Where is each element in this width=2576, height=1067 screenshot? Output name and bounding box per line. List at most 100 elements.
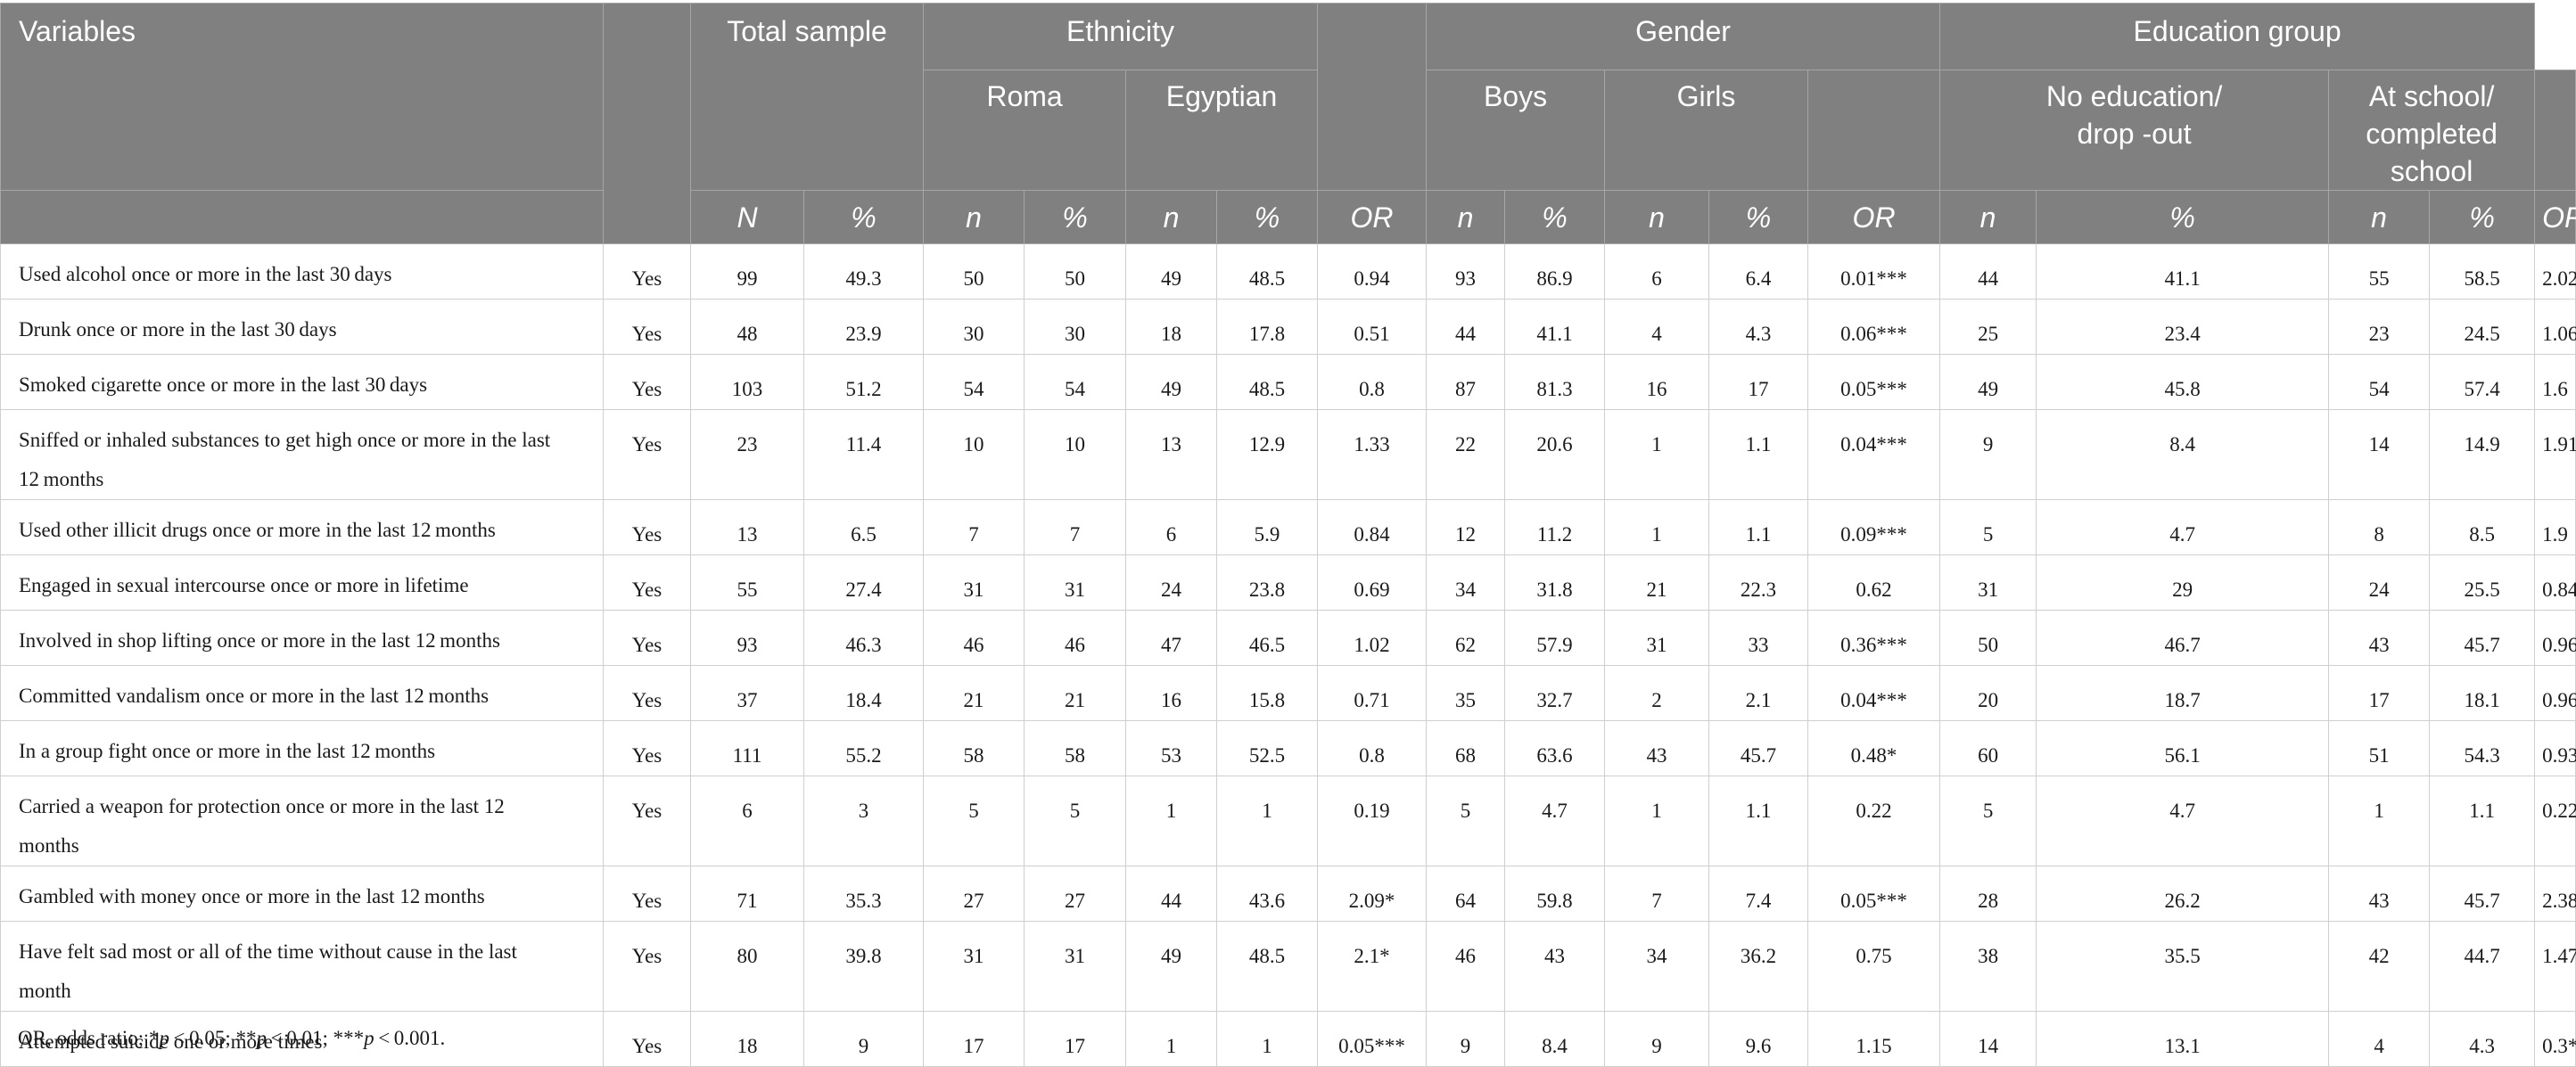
cell-boys-n: 44 <box>1426 299 1506 355</box>
cell-at-school-n: 54 <box>2328 354 2431 410</box>
header-education-or: OR <box>2534 190 2576 244</box>
cell-ethnicity-or: 1.02 <box>1317 610 1428 666</box>
cell-egyptian-pct: 5.9 <box>1216 499 1319 555</box>
cell-gender-or: 0.04*** <box>1807 409 1941 500</box>
cell-total-N: 71 <box>690 866 804 922</box>
cell-response: Yes <box>603 354 691 410</box>
header-no-education-line1: No education/ <box>2045 80 2223 112</box>
cell-at-school-n: 24 <box>2328 554 2431 611</box>
cell-no-education-n: 5 <box>1939 776 2037 866</box>
cell-no-education-pct: 26.2 <box>2036 866 2330 922</box>
cell-boys-pct: 4.7 <box>1504 776 1606 866</box>
cell-roma-n: 31 <box>923 921 1025 1012</box>
cell-no-education-pct: 29 <box>2036 554 2330 611</box>
cell-girls-pct: 36.2 <box>1708 921 1809 1012</box>
cell-gender-or: 0.75 <box>1807 921 1941 1012</box>
cell-ethnicity-or: 0.05*** <box>1317 1011 1428 1067</box>
cell-egyptian-pct: 23.8 <box>1216 554 1319 611</box>
cell-ethnicity-or: 0.8 <box>1317 720 1428 776</box>
table-row: Committed vandalism once or more in the … <box>0 665 2576 721</box>
cell-total-N: 23 <box>690 409 804 500</box>
cell-egyptian-pct: 1 <box>1216 776 1319 866</box>
cell-response: Yes <box>603 866 691 922</box>
cell-egyptian-n: 6 <box>1125 499 1218 555</box>
header-egyptian-n: n <box>1125 190 1218 244</box>
cell-at-school-pct: 44.7 <box>2429 921 2536 1012</box>
cell-boys-n: 9 <box>1426 1011 1506 1067</box>
table-row: Involved in shop lifting once or more in… <box>0 610 2576 666</box>
header-total-N: N <box>690 190 804 244</box>
cell-egyptian-n: 44 <box>1125 866 1218 922</box>
cell-roma-n: 17 <box>923 1011 1025 1067</box>
cell-boys-n: 46 <box>1426 921 1506 1012</box>
table-row: Sniffed or inhaled substances to get hig… <box>0 409 2576 500</box>
cell-at-school-n: 1 <box>2328 776 2431 866</box>
header-roma-pct: % <box>1024 190 1127 244</box>
cell-variable: Gambled with money once or more in the l… <box>0 866 604 922</box>
cell-total-N: 13 <box>690 499 804 555</box>
cell-egyptian-pct: 48.5 <box>1216 243 1319 300</box>
cell-boys-pct: 20.6 <box>1504 409 1606 500</box>
cell-response: Yes <box>603 499 691 555</box>
cell-at-school-n: 23 <box>2328 299 2431 355</box>
cell-girls-n: 34 <box>1604 921 1710 1012</box>
cell-variable: Committed vandalism once or more in the … <box>0 665 604 721</box>
footnote-prefix: OR, odds ratio; * <box>18 1027 160 1049</box>
cell-variable: Sniffed or inhaled substances to get hig… <box>0 409 604 500</box>
cell-no-education-pct: 45.8 <box>2036 354 2330 410</box>
cell-education-or: 2.02* <box>2534 243 2576 300</box>
cell-at-school-pct: 14.9 <box>2429 409 2536 500</box>
cell-no-education-n: 20 <box>1939 665 2037 721</box>
header-no-education-n: n <box>1939 190 2037 244</box>
cell-variable: Carried a weapon for protection once or … <box>0 776 604 866</box>
cell-roma-pct: 7 <box>1024 499 1127 555</box>
cell-ethnicity-or: 0.8 <box>1317 354 1428 410</box>
cell-girls-n: 6 <box>1604 243 1710 300</box>
cell-education-or: 0.96 <box>2534 665 2576 721</box>
cell-at-school-pct: 25.5 <box>2429 554 2536 611</box>
header-no-education: No education/drop -out <box>1939 70 2330 191</box>
footnote-t3: < 0.001. <box>374 1027 446 1049</box>
cell-at-school-n: 14 <box>2328 409 2431 500</box>
header-no-education-line2: drop -out <box>2077 118 2192 150</box>
cell-egyptian-n: 49 <box>1125 921 1218 1012</box>
cell-at-school-n: 4 <box>2328 1011 2431 1067</box>
cell-boys-pct: 59.8 <box>1504 866 1606 922</box>
cell-gender-or: 0.04*** <box>1807 665 1941 721</box>
header-boys-n: n <box>1426 190 1506 244</box>
header-at-school-pct: % <box>2429 190 2536 244</box>
cell-boys-n: 64 <box>1426 866 1506 922</box>
cell-education-or: 0.84 <box>2534 554 2576 611</box>
cell-total-N: 80 <box>690 921 804 1012</box>
cell-egyptian-pct: 52.5 <box>1216 720 1319 776</box>
cell-gender-or: 0.05*** <box>1807 354 1941 410</box>
cell-education-or: 0.93 <box>2534 720 2576 776</box>
cell-roma-n: 58 <box>923 720 1025 776</box>
table-row: Used other illicit drugs once or more in… <box>0 499 2576 555</box>
table-row: Have felt sad most or all of the time wi… <box>0 921 2576 1012</box>
cell-variable: Used other illicit drugs once or more in… <box>0 499 604 555</box>
cell-no-education-n: 60 <box>1939 720 2037 776</box>
cell-girls-pct: 2.1 <box>1708 665 1809 721</box>
table-footnote: OR, odds ratio; *p < 0.05; **p < 0.01; *… <box>18 1027 445 1050</box>
cell-no-education-n: 14 <box>1939 1011 2037 1067</box>
cell-no-education-n: 44 <box>1939 243 2037 300</box>
cell-total-N: 37 <box>690 665 804 721</box>
footnote-p1: p <box>159 1027 169 1049</box>
table-header: Variables Total sample Ethnicity Gender … <box>0 3 2576 244</box>
cell-roma-pct: 21 <box>1024 665 1127 721</box>
header-girls-n: n <box>1604 190 1710 244</box>
cell-gender-or: 1.15 <box>1807 1011 1941 1067</box>
cell-roma-pct: 30 <box>1024 299 1127 355</box>
header-variables: Variables <box>0 3 604 191</box>
cell-at-school-n: 55 <box>2328 243 2431 300</box>
cell-ethnicity-or: 0.94 <box>1317 243 1428 300</box>
cell-boys-pct: 86.9 <box>1504 243 1606 300</box>
table-body: Used alcohol once or more in the last 30… <box>0 243 2576 1067</box>
cell-girls-n: 31 <box>1604 610 1710 666</box>
cell-girls-n: 4 <box>1604 299 1710 355</box>
cell-girls-n: 1 <box>1604 499 1710 555</box>
cell-boys-pct: 57.9 <box>1504 610 1606 666</box>
cell-boys-pct: 31.8 <box>1504 554 1606 611</box>
cell-roma-n: 21 <box>923 665 1025 721</box>
